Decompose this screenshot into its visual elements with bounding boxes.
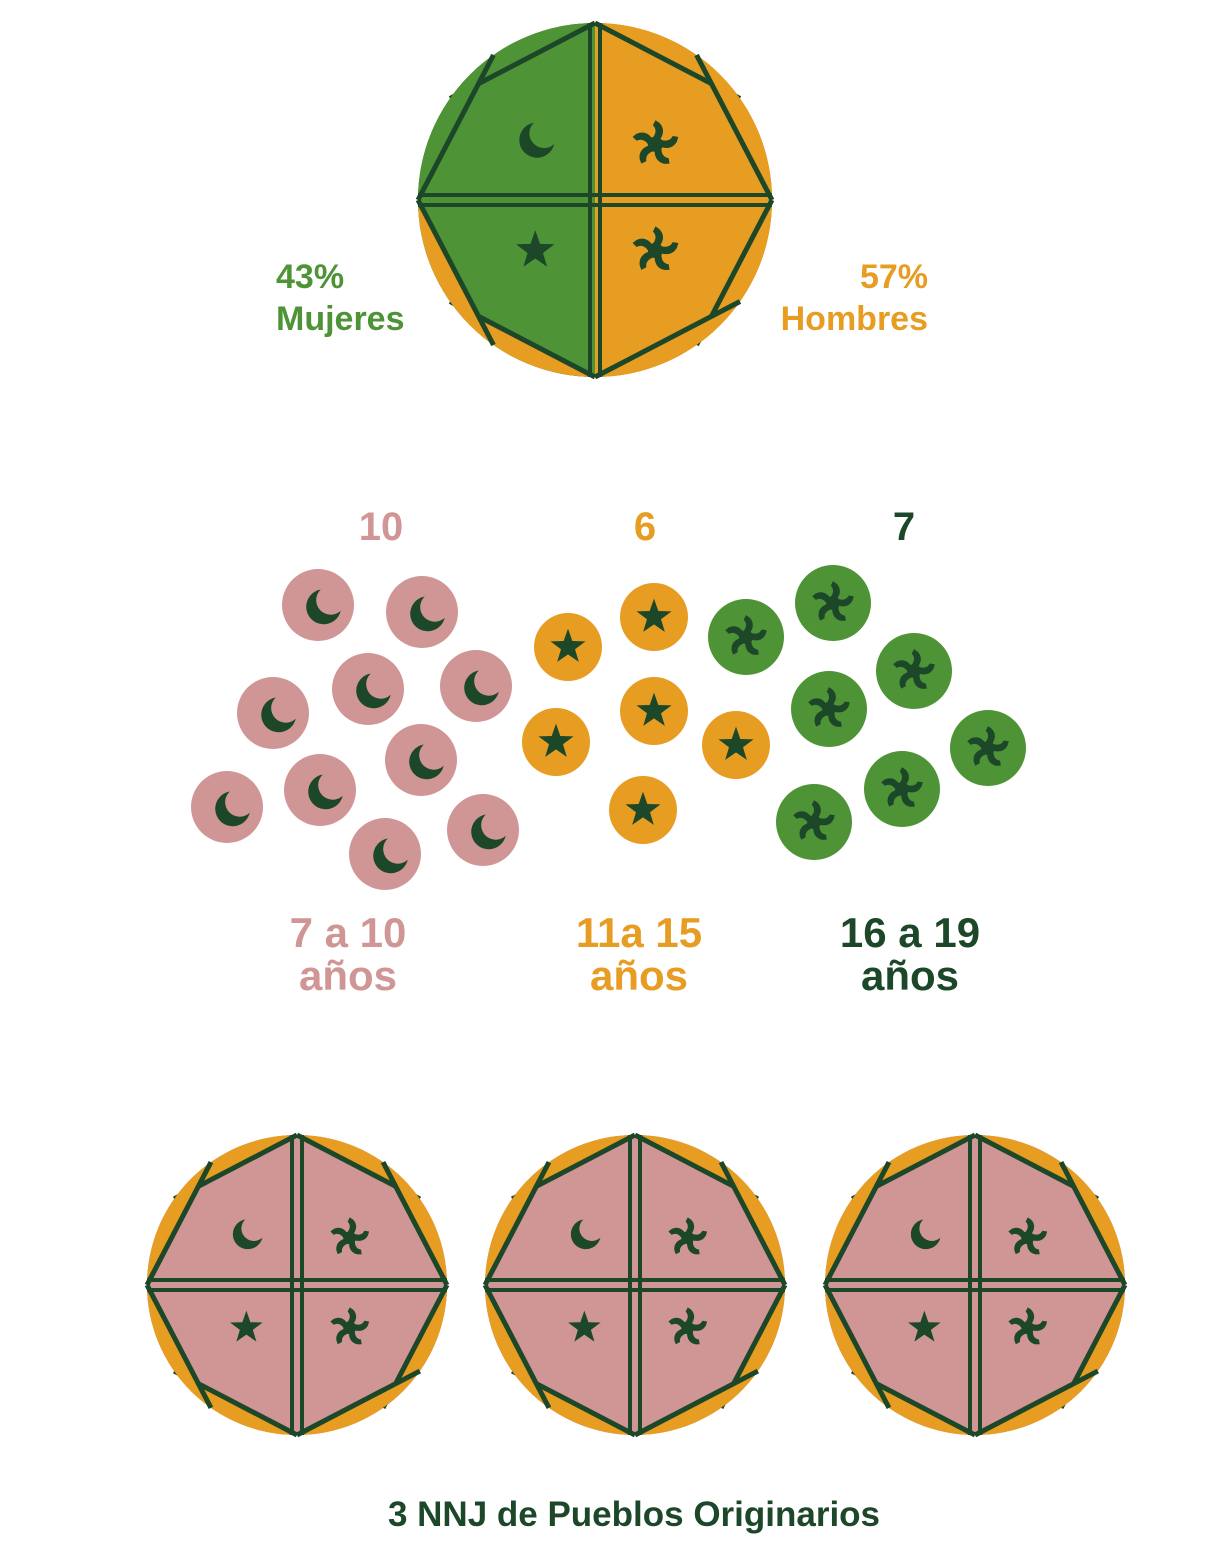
pictogram-dot-group2-3 [620,677,688,745]
pueblos-originarios-pictogram [144,1132,1128,1438]
pie-label-hombres: Hombres [781,300,928,338]
pictogram-dot-group3-1 [795,565,871,641]
emblem-quadrant [485,1135,635,1285]
emblem-quadrant [975,1135,1125,1285]
pueblos-originarios-caption: 3 NNJ de Pueblos Originarios [388,1495,880,1534]
pictogram-dot-group1-8 [191,771,263,843]
group-range-7-10-line2: años [299,952,397,999]
pictogram-dot-group2-2 [534,613,602,681]
pictogram-dot-group3-5 [950,710,1026,786]
pictogram-dot-group1-3 [332,653,404,725]
gender-pie-chart [415,20,775,380]
group-range-11-15-line1: 11a 15 [576,909,702,956]
pictogram-dot-group3-4 [791,671,867,747]
pie-label-hombres-percent: 57% [860,258,928,296]
emblem-quadrant [825,1135,975,1285]
age-pictogram [191,565,1026,890]
group-range-16-19-line2: años [861,952,959,999]
pictogram-dot-group2-6 [609,776,677,844]
pictogram-dot-group1-4 [440,650,512,722]
group-count-7-10: 10 [359,505,404,549]
pie-label-mujeres: Mujeres [276,300,405,338]
pictogram-dot-group1-10 [349,818,421,890]
pictogram-dot-group3-6 [864,751,940,827]
gender-emblem [415,20,775,380]
pictogram-dot-group1-2 [386,576,458,648]
emblem-quadrant [418,23,595,200]
group-count-11-15: 6 [634,505,656,549]
emblem-quadrant [595,23,772,200]
group-count-16-19: 7 [893,505,915,549]
pictogram-dot-group1-9 [447,794,519,866]
pictogram-dot-group2-5 [702,711,770,779]
pictogram-dot-group2-4 [522,708,590,776]
pictogram-dot-group1-7 [284,754,356,826]
pictogram-dot-group3-3 [876,633,952,709]
emblem-quadrant [635,1135,785,1285]
group-range-7-10-line1: 7 a 10 [290,909,407,956]
group-range-16-19-line1: 16 a 19 [840,909,980,956]
pueblos-emblem-3 [822,1132,1128,1438]
pueblos-emblem-2 [482,1132,788,1438]
emblem-quadrant [147,1135,297,1285]
pictogram-dot-group1-5 [237,677,309,749]
pictogram-dot-group2-1 [620,583,688,651]
pie-label-mujeres-percent: 43% [276,258,344,296]
group-range-11-15-line2: años [590,952,688,999]
pueblos-emblem-1 [144,1132,450,1438]
pictogram-dot-group1-1 [282,569,354,641]
pictogram-dot-group1-6 [385,724,457,796]
emblem-quadrant [297,1135,447,1285]
pictogram-dot-group3-2 [708,599,784,675]
pictogram-dot-group3-7 [776,784,852,860]
